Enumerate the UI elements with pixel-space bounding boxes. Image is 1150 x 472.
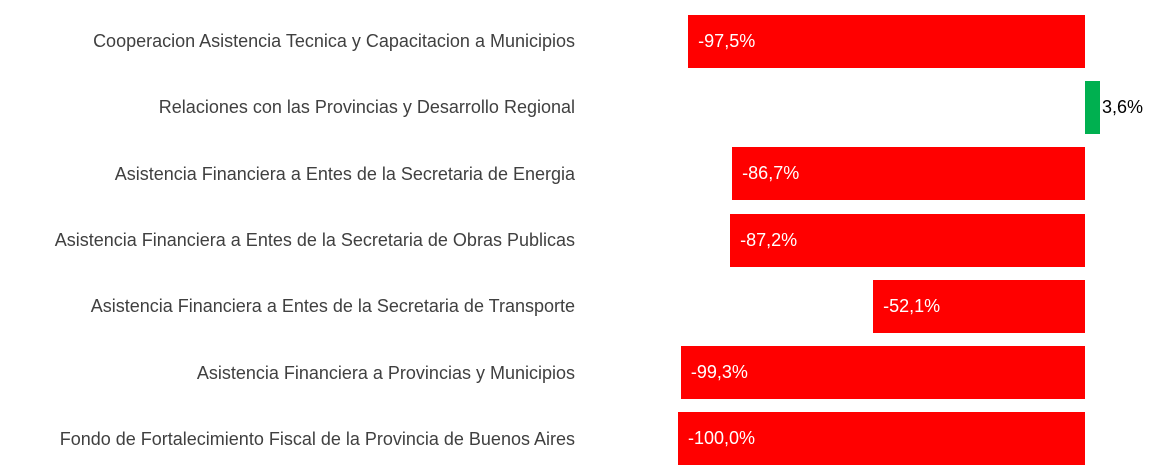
value-label: -100,0% — [688, 428, 756, 449]
value-label: 3,6% — [1102, 96, 1144, 117]
category-text: Cooperacion Asistencia Tecnica y Capacit… — [93, 31, 575, 52]
bar — [688, 14, 1086, 68]
value-label: -86,7% — [742, 163, 800, 184]
category-text: Asistencia Financiera a Entes de la Secr… — [90, 296, 575, 317]
bar — [680, 346, 1086, 400]
bar — [732, 147, 1086, 201]
category-text: Asistencia Financiera a Entes de la Secr… — [54, 230, 575, 251]
bar — [730, 213, 1086, 267]
value-label: -52,1% — [883, 295, 941, 316]
category-text: Relaciones con las Provincias y Desarrol… — [158, 97, 575, 118]
value-label: -99,3% — [690, 362, 748, 383]
category-label: Asistencia Financiera a Entes de la Secr… — [0, 141, 575, 207]
category-label: Asistencia Financiera a Provincias y Mun… — [0, 340, 575, 406]
category-text: Asistencia Financiera a Entes de la Secr… — [114, 163, 575, 184]
bar — [873, 279, 1086, 333]
category-label: Asistencia Financiera a Entes de la Secr… — [0, 273, 575, 339]
bar — [1085, 80, 1100, 134]
value-label: -97,5% — [698, 30, 756, 51]
category-text: Asistencia Financiera a Provincias y Mun… — [196, 362, 575, 383]
category-label: Relaciones con las Provincias y Desarrol… — [0, 74, 575, 140]
category-label: Asistencia Financiera a Entes de la Secr… — [0, 207, 575, 273]
value-label: -87,2% — [740, 229, 798, 250]
category-text: Fondo de Fortalecimiento Fiscal de la Pr… — [59, 428, 575, 449]
category-label: Fondo de Fortalecimiento Fiscal de la Pr… — [0, 406, 575, 472]
category-label: Cooperacion Asistencia Tecnica y Capacit… — [0, 8, 575, 74]
bar — [678, 412, 1086, 466]
